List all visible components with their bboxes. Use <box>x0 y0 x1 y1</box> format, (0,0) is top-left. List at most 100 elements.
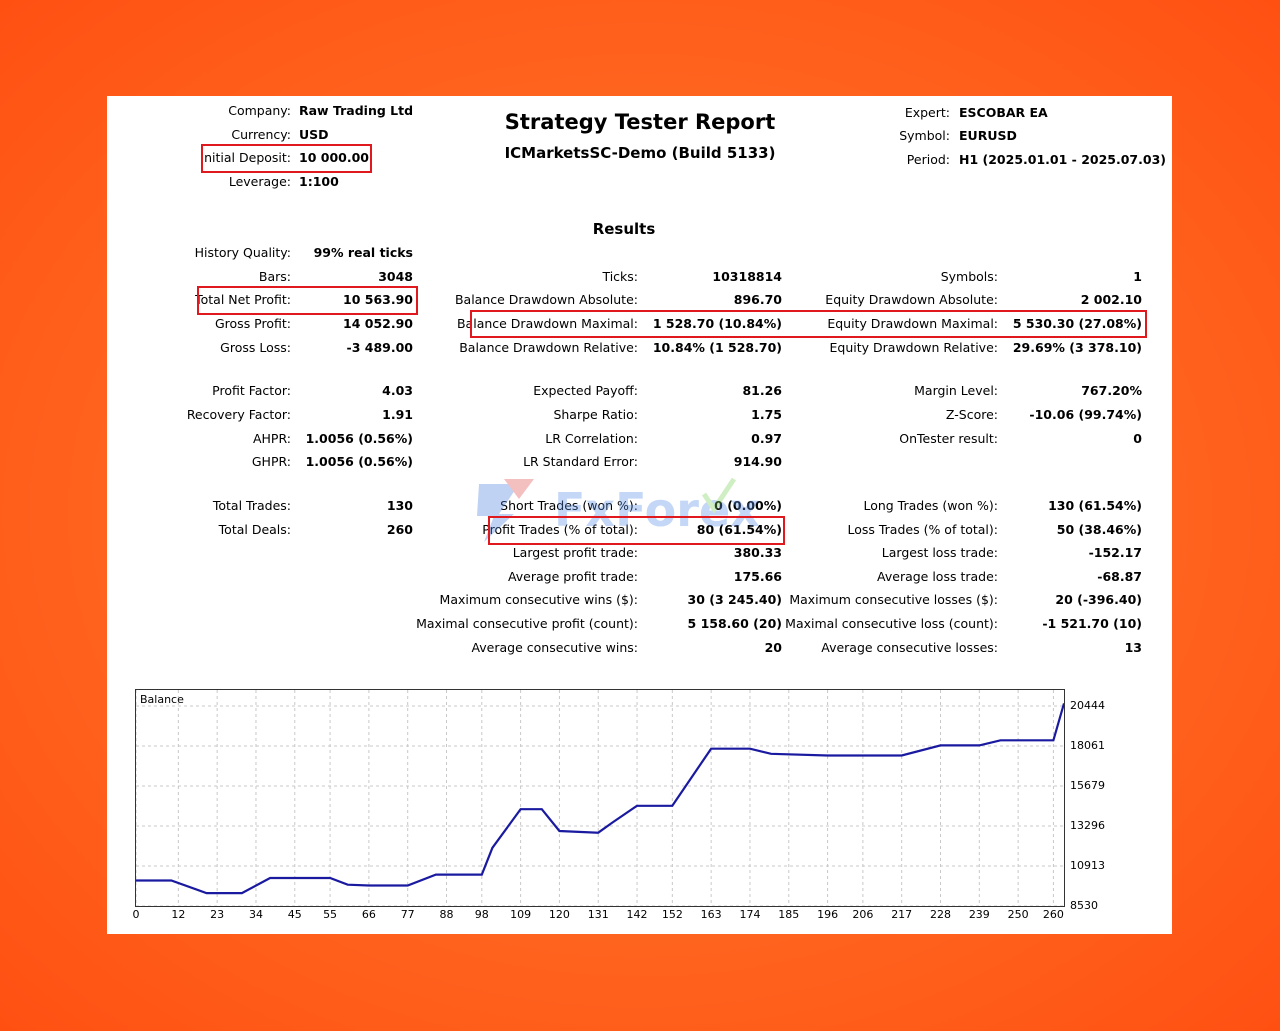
results-col3-value: 20 (-396.40) <box>1055 592 1142 607</box>
chart-x-tick-label: 45 <box>287 908 302 921</box>
header-left-label: Leverage: <box>228 174 291 189</box>
results-col1-label: History Quality: <box>194 245 291 260</box>
results-col2-label: Profit Trades (% of total): <box>482 522 638 537</box>
results-col1-value: 14 052.90 <box>343 316 413 331</box>
results-col2-value: 896.70 <box>733 292 782 307</box>
header-right-label: Period: <box>906 152 950 167</box>
results-col3-label: Maximum consecutive losses ($): <box>789 592 998 607</box>
results-col3-value: 13 <box>1124 640 1142 655</box>
results-col2-label: Maximum consecutive wins ($): <box>439 592 638 607</box>
results-col2-label: Average profit trade: <box>507 569 638 584</box>
results-col3-label: Equity Drawdown Relative: <box>829 340 998 355</box>
results-col3-label: Long Trades (won %): <box>863 498 998 513</box>
highlight-total-net-profit <box>197 286 418 315</box>
chart-x-tick-label: 152 <box>661 908 683 921</box>
results-col1-label: Recovery Factor: <box>186 407 291 422</box>
results-col3-label: Average loss trade: <box>877 569 998 584</box>
results-col2-value: 380.33 <box>733 545 782 560</box>
results-col3-value: 29.69% (3 378.10) <box>1012 340 1142 355</box>
chart-title: Balance <box>140 693 184 706</box>
results-col3-label: Largest loss trade: <box>881 545 998 560</box>
results-col1-value: 3048 <box>378 269 413 284</box>
results-col1-value: 1.0056 (0.56%) <box>305 431 413 446</box>
results-col1-value: 4.03 <box>382 383 413 398</box>
chart-x-tick-label: 239 <box>968 908 990 921</box>
header-left-value: Raw Trading Ltd <box>299 103 414 118</box>
results-col2-label: Short Trades (won %): <box>500 498 638 513</box>
results-col3-value: 5 530.30 (27.08%) <box>1012 316 1142 331</box>
chart-x-tick-label: 0 <box>132 908 140 921</box>
fxforex-watermark-logo: FxForex <box>477 477 760 542</box>
chart-y-tick-label: 13296 <box>1070 819 1105 832</box>
results-col3-label: OnTester result: <box>899 431 998 446</box>
chart-x-tick-label: 196 <box>817 908 839 921</box>
chart-x-tick-label: 120 <box>548 908 570 921</box>
chart-x-tick-label: 98 <box>474 908 489 921</box>
svg-text:FxForex: FxForex <box>554 483 760 537</box>
results-col3-label: Maximal consecutive loss (count): <box>785 616 998 631</box>
balance-chart-svg <box>136 690 1064 906</box>
results-col2-label: Largest profit trade: <box>512 545 638 560</box>
results-col2-value: 80 (61.54%) <box>696 522 782 537</box>
results-col1-label: Bars: <box>258 269 291 284</box>
results-col3-label: Margin Level: <box>914 383 998 398</box>
results-col2-value: 10318814 <box>712 269 782 284</box>
chart-x-tick-label: 260 <box>1042 908 1064 921</box>
results-col2-value: 10.84% (1 528.70) <box>652 340 782 355</box>
results-col2-value: 5 158.60 (20) <box>687 616 782 631</box>
results-col2-label: LR Standard Error: <box>523 454 638 469</box>
results-col2-label: LR Correlation: <box>545 431 638 446</box>
chart-y-tick-label: 8530 <box>1070 899 1098 912</box>
chart-x-tick-label: 163 <box>700 908 722 921</box>
results-col2-label: Balance Drawdown Absolute: <box>454 292 638 307</box>
results-col2-value: 175.66 <box>733 569 782 584</box>
chart-x-tick-label: 206 <box>852 908 874 921</box>
header-right-value: H1 (2025.01.01 - 2025.07.03) <box>959 152 1166 167</box>
results-col3-label: Average consecutive losses: <box>821 640 998 655</box>
results-col2-value: 1.75 <box>751 407 782 422</box>
header-left-value: USD <box>299 127 329 142</box>
header-left-label: Initial Deposit: <box>200 150 291 165</box>
chart-y-tick-label: 20444 <box>1070 699 1105 713</box>
header-left-label: Company: <box>228 103 291 118</box>
header-left-value: 10 000.00 <box>299 150 369 165</box>
results-col2-value: 20 <box>764 640 782 655</box>
results-col2-label: Expected Payoff: <box>533 383 638 398</box>
results-col3-value: -10.06 (99.74%) <box>1029 407 1142 422</box>
strategy-tester-report: Company: Raw Trading Ltd Currency: USD Initi… <box>107 96 1172 934</box>
results-col2-value: 81.26 <box>742 383 782 398</box>
chart-x-tick-label: 66 <box>361 908 376 921</box>
results-col1-value: 260 <box>386 522 413 537</box>
chart-x-tick-label: 217 <box>891 908 913 921</box>
results-col2-value: 914.90 <box>733 454 782 469</box>
header-right-value: EURUSD <box>959 128 1017 143</box>
chart-y-tick-label: 18061 <box>1070 739 1105 753</box>
results-col1-label: Gross Loss: <box>220 340 291 355</box>
results-col3-label: Symbols: <box>940 269 998 284</box>
highlight-drawdown-maximal <box>470 310 1147 338</box>
chart-x-tick-label: 109 <box>510 908 532 921</box>
results-col1-value: 99% real ticks <box>313 245 413 260</box>
results-col3-value: 0 <box>1133 431 1142 446</box>
results-col1-value: -3 489.00 <box>346 340 413 355</box>
results-col3-value: 767.20% <box>1081 383 1142 398</box>
balance-chart: Balance <box>135 689 1065 907</box>
results-col2-value: 1 528.70 (10.84%) <box>652 316 782 331</box>
balance-series-line <box>136 703 1064 895</box>
chart-x-tick-label: 34 <box>248 908 263 921</box>
results-col2-label: Ticks: <box>602 269 638 284</box>
results-col3-value: 50 (38.46%) <box>1056 522 1142 537</box>
chart-x-tick-label: 174 <box>739 908 761 921</box>
results-col2-label: Maximal consecutive profit (count): <box>416 616 638 631</box>
chart-y-tick-label: 10913 <box>1070 859 1105 872</box>
results-col1-label: GHPR: <box>251 454 291 469</box>
report-title: Strategy Tester Report <box>504 110 776 134</box>
header-right-value: ESCOBAR EA <box>959 105 1048 120</box>
results-col3-value: 2 002.10 <box>1080 292 1142 307</box>
header-right-label: Expert: <box>904 105 950 120</box>
results-col3-value: -152.17 <box>1088 545 1142 560</box>
results-col3-value: -68.87 <box>1097 569 1142 584</box>
results-col2-label: Balance Drawdown Maximal: <box>456 316 638 331</box>
results-title: Results <box>592 220 656 238</box>
chart-x-tick-label: 88 <box>439 908 454 921</box>
